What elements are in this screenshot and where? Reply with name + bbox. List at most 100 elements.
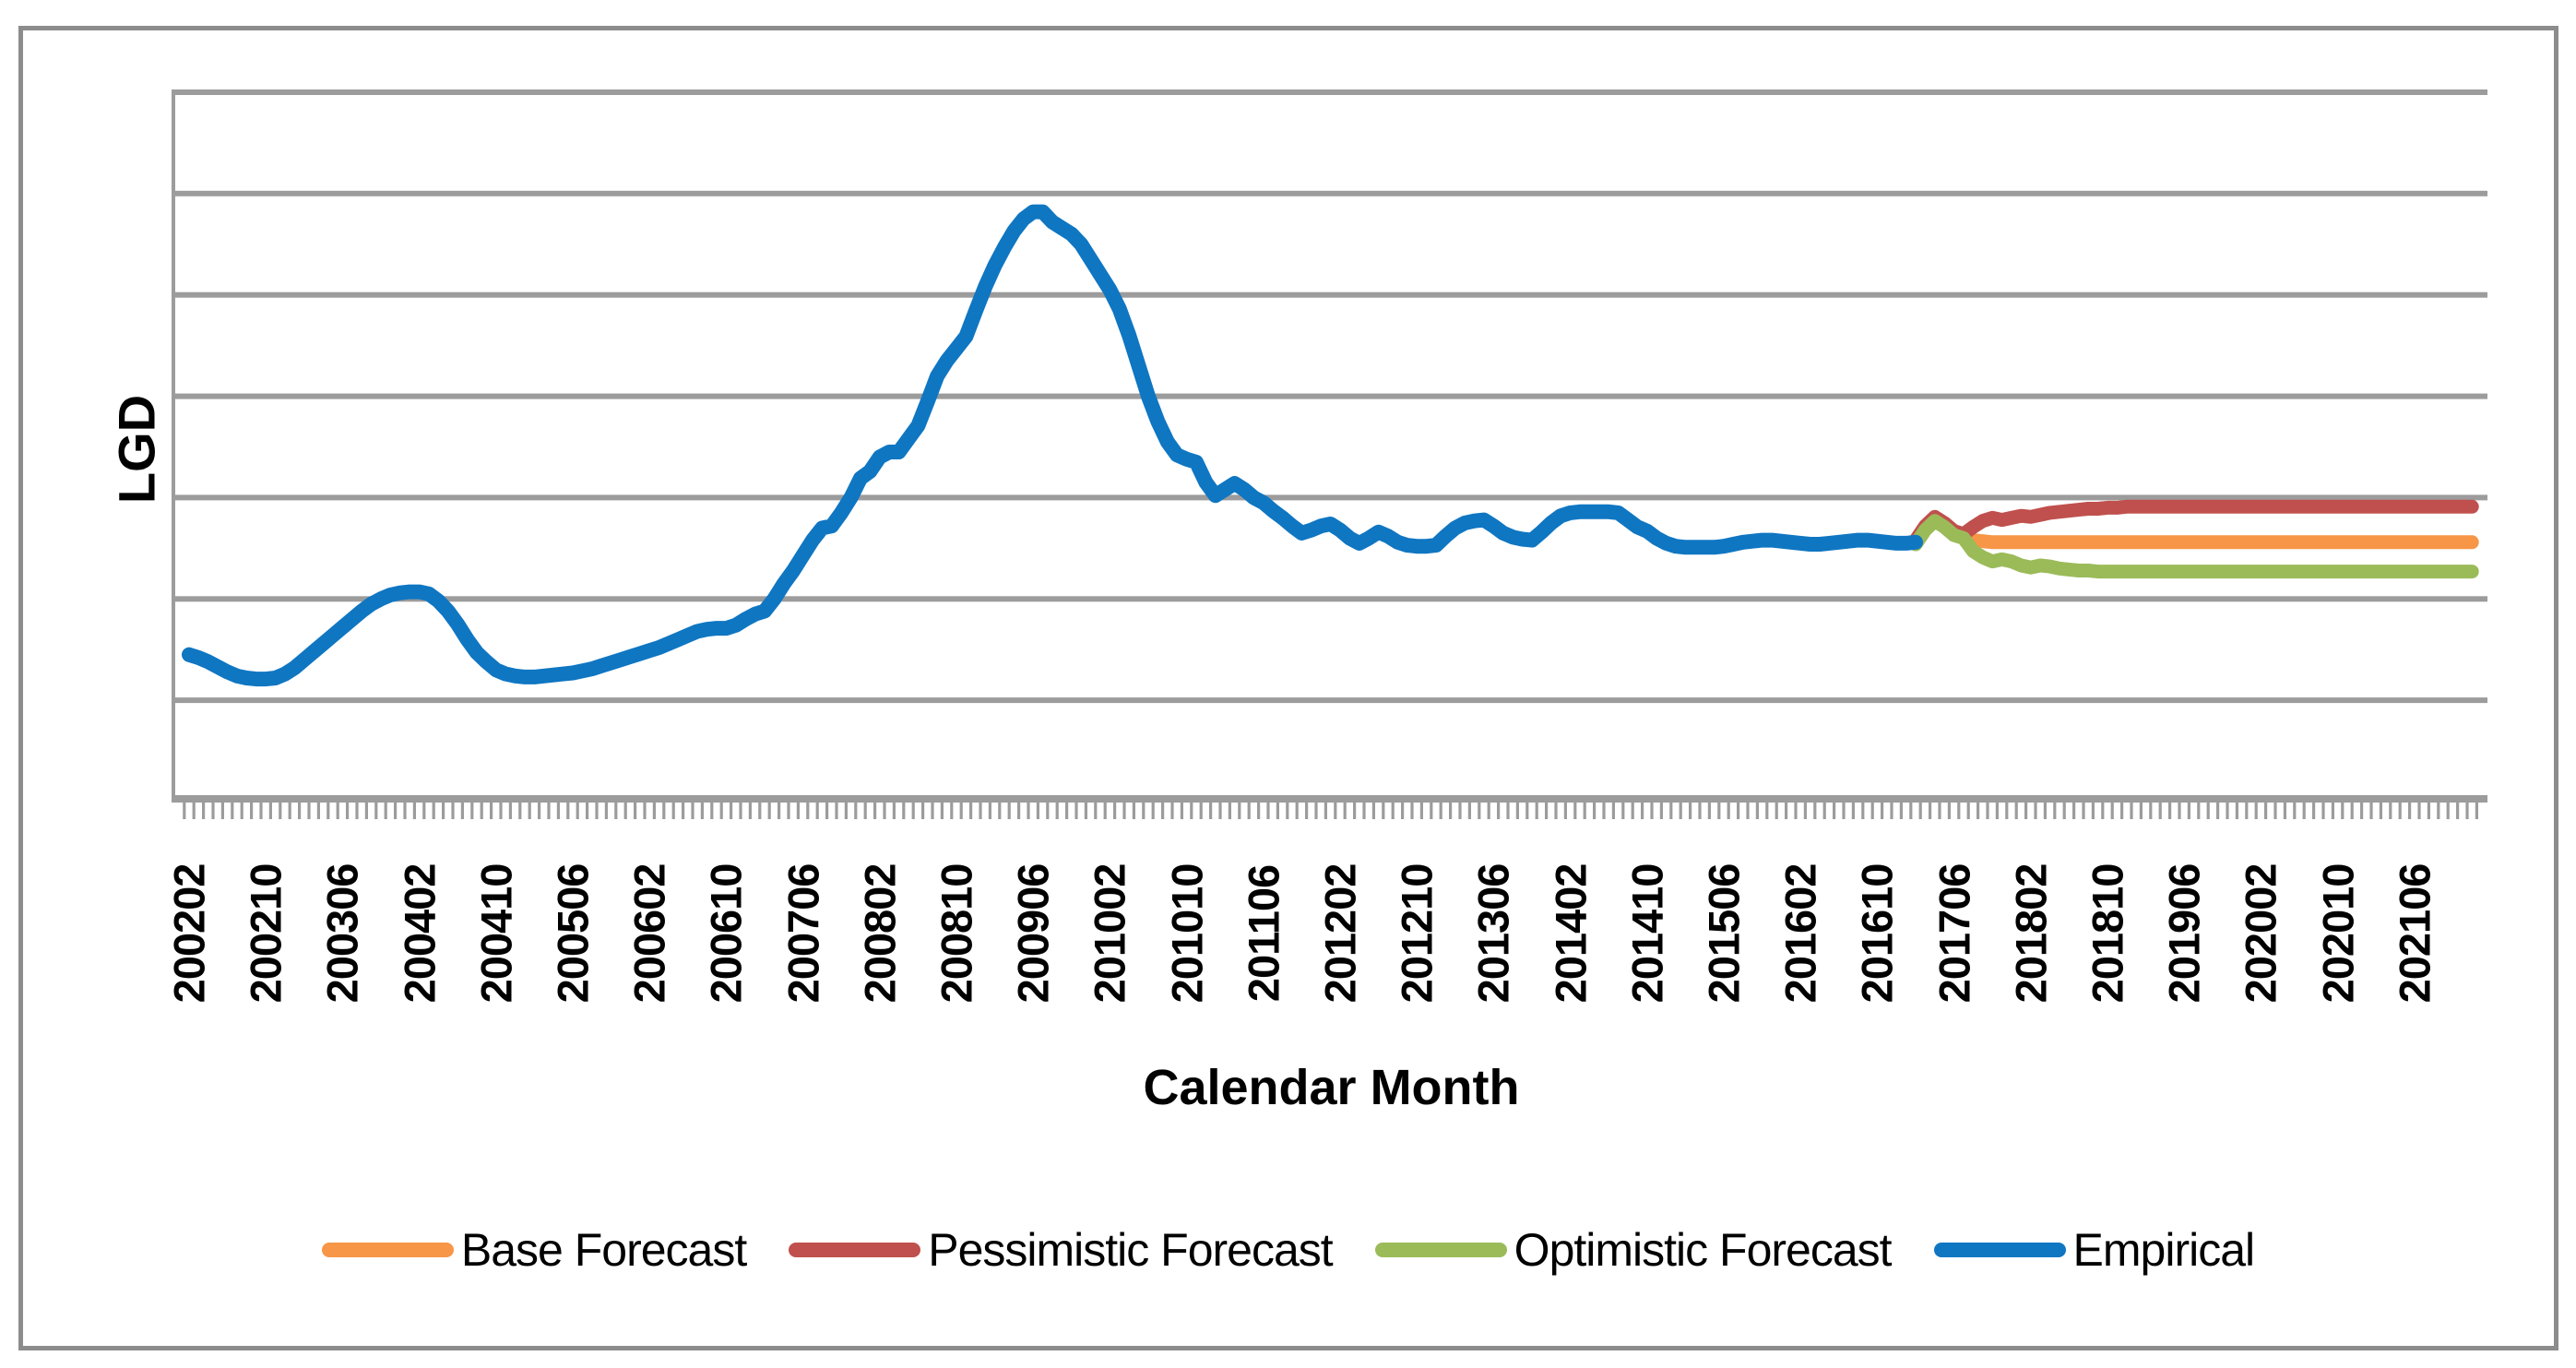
x-axis-minor-tick bbox=[346, 803, 350, 819]
x-axis-minor-tick bbox=[1170, 803, 1174, 819]
x-axis-minor-tick bbox=[279, 803, 282, 819]
x-axis-minor-tick bbox=[1947, 803, 1951, 819]
x-axis-minor-tick bbox=[806, 803, 810, 819]
x-axis-minor-tick bbox=[518, 803, 522, 819]
x-axis-minor-tick bbox=[2264, 803, 2268, 819]
x-axis-tick-label: 201506 bbox=[1699, 863, 1749, 1004]
x-axis-tick-label: 201402 bbox=[1546, 863, 1596, 1004]
chart-legend: Base Forecast Pessimistic Forecast Optimis… bbox=[0, 1219, 2576, 1280]
legend-label: Base Forecast bbox=[460, 1224, 747, 1276]
x-axis-tick-label: 200410 bbox=[471, 863, 521, 1004]
x-axis-tick-label: 200610 bbox=[701, 863, 751, 1004]
x-axis-minor-tick bbox=[931, 803, 934, 819]
x-axis-minor-tick bbox=[1055, 803, 1059, 819]
x-axis-tick-label: 201202 bbox=[1315, 863, 1365, 1004]
x-axis-minor-tick bbox=[902, 803, 906, 819]
x-axis-minor-tick bbox=[1977, 803, 1980, 819]
chart-border-frame bbox=[18, 26, 2558, 1350]
x-axis-minor-tick bbox=[719, 803, 723, 819]
x-axis-tick-label: 200706 bbox=[778, 863, 828, 1004]
x-axis-minor-tick bbox=[336, 803, 339, 819]
x-axis-minor-tick bbox=[1679, 803, 1682, 819]
x-axis-minor-tick bbox=[470, 803, 474, 819]
x-axis-minor-tick bbox=[1986, 803, 1989, 819]
x-axis-minor-tick bbox=[2389, 803, 2392, 819]
x-axis-minor-tick bbox=[1870, 803, 1874, 819]
x-axis-minor-tick bbox=[1382, 803, 1385, 819]
x-axis-minor-tick bbox=[231, 803, 234, 819]
x-axis-minor-tick bbox=[815, 803, 819, 819]
x-axis-minor-tick bbox=[710, 803, 714, 819]
x-axis-minor-tick bbox=[1833, 803, 1836, 819]
x-axis-tick-label: 201602 bbox=[1775, 863, 1825, 1004]
x-axis-minor-tick bbox=[2437, 803, 2440, 819]
x-axis-minor-tick bbox=[614, 803, 618, 819]
gridline bbox=[173, 494, 2487, 501]
x-axis-minor-tick bbox=[1324, 803, 1327, 819]
x-axis-minor-tick bbox=[1151, 803, 1155, 819]
legend-label: Pessimistic Forecast bbox=[928, 1224, 1333, 1276]
x-axis-minor-tick bbox=[2341, 803, 2345, 819]
x-axis-minor-tick bbox=[623, 803, 627, 819]
x-axis-minor-tick bbox=[1765, 803, 1769, 819]
x-axis-minor-tick bbox=[1132, 803, 1135, 819]
x-axis-minor-tick bbox=[1938, 803, 1941, 819]
x-axis-minor-tick bbox=[355, 803, 359, 819]
x-axis-tick-label: 201002 bbox=[1085, 863, 1134, 1004]
x-axis-minor-tick bbox=[1276, 803, 1279, 819]
gridline bbox=[173, 393, 2487, 399]
x-axis-minor-tick bbox=[1218, 803, 1222, 819]
x-axis-tick-label: 202106 bbox=[2390, 863, 2439, 1004]
x-axis-minor-tick bbox=[835, 803, 838, 819]
x-axis-minor-tick bbox=[374, 803, 378, 819]
y-axis-line bbox=[172, 89, 175, 803]
series-line-optimistic-forecast bbox=[1908, 514, 2479, 579]
x-axis-minor-tick bbox=[1180, 803, 1183, 819]
x-axis-minor-tick bbox=[787, 803, 790, 819]
x-axis-minor-tick bbox=[1717, 803, 1721, 819]
x-axis-minor-tick bbox=[384, 803, 387, 819]
x-axis-minor-tick bbox=[2120, 803, 2124, 819]
x-axis-minor-tick bbox=[1017, 803, 1021, 819]
x-axis-minor-tick bbox=[192, 803, 196, 819]
x-axis-minor-tick bbox=[240, 803, 243, 819]
x-axis-tick-label: 201610 bbox=[1852, 863, 1902, 1004]
x-axis-minor-tick bbox=[2101, 803, 2105, 819]
legend-swatch-icon bbox=[789, 1243, 921, 1257]
x-axis-tick-label: 201410 bbox=[1622, 863, 1672, 1004]
x-axis-minor-tick bbox=[1084, 803, 1087, 819]
x-axis-minor-tick bbox=[556, 803, 560, 819]
x-axis-tick-label: 202002 bbox=[2236, 863, 2285, 1004]
x-axis-minor-tick bbox=[652, 803, 656, 819]
x-axis-minor-tick bbox=[2072, 803, 2076, 819]
x-axis-minor-tick bbox=[1995, 803, 1999, 819]
x-axis-minor-tick bbox=[1583, 803, 1586, 819]
x-axis-minor-tick bbox=[1247, 803, 1251, 819]
x-axis-minor-tick bbox=[844, 803, 848, 819]
x-axis-minor-tick bbox=[2206, 803, 2210, 819]
x-axis-minor-tick bbox=[1487, 803, 1490, 819]
x-axis-tick-label: 200810 bbox=[932, 863, 981, 1004]
x-axis-minor-tick bbox=[921, 803, 925, 819]
legend-item-pessimistic-forecast: Pessimistic Forecast bbox=[789, 1223, 1334, 1277]
x-axis-minor-tick bbox=[1103, 803, 1107, 819]
x-axis-minor-tick bbox=[1881, 803, 1884, 819]
x-axis-minor-tick bbox=[576, 803, 579, 819]
series-line-empirical bbox=[182, 204, 1923, 687]
x-axis-minor-tick bbox=[1689, 803, 1692, 819]
x-axis-minor-tick bbox=[1563, 803, 1567, 819]
x-axis-minor-tick bbox=[268, 803, 272, 819]
x-axis-tick-label: 200306 bbox=[317, 863, 367, 1004]
x-axis-minor-tick bbox=[1573, 803, 1577, 819]
x-axis-minor-tick bbox=[1755, 803, 1759, 819]
x-axis-tick-label: 201906 bbox=[2159, 863, 2209, 1004]
x-axis-minor-tick bbox=[1621, 803, 1625, 819]
x-axis-minor-tick bbox=[422, 803, 426, 819]
x-axis-minor-tick bbox=[892, 803, 896, 819]
x-axis-minor-tick bbox=[1861, 803, 1865, 819]
x-axis-title: Calendar Month bbox=[1143, 1060, 1520, 1115]
x-axis-minor-tick bbox=[202, 803, 206, 819]
x-axis-minor-tick bbox=[1515, 803, 1519, 819]
x-axis-minor-tick bbox=[1803, 803, 1807, 819]
x-axis-minor-tick bbox=[2053, 803, 2057, 819]
